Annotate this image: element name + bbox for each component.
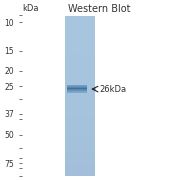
Title: Western Blot: Western Blot — [68, 4, 130, 14]
Text: kDa: kDa — [22, 4, 39, 13]
Text: 26kDa: 26kDa — [99, 85, 126, 94]
